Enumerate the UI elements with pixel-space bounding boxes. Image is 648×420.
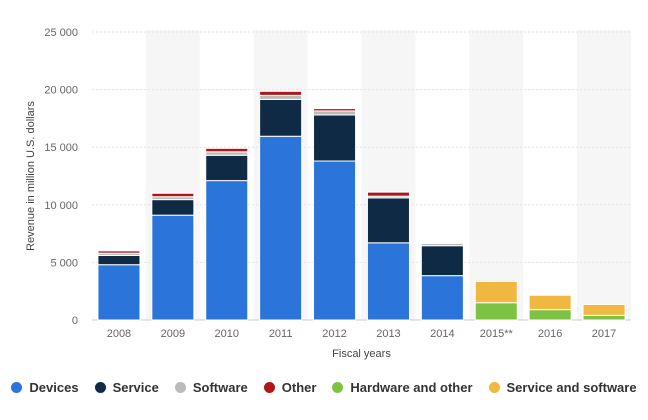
bar-segment bbox=[259, 98, 303, 137]
chart-legend: Devices Service Software Other Hardware and … bbox=[0, 380, 648, 395]
bar-segment bbox=[259, 135, 303, 321]
legend-label: Service bbox=[112, 380, 159, 395]
bar-segment bbox=[313, 108, 357, 112]
bar-segment bbox=[313, 110, 357, 116]
legend-marker-icon bbox=[488, 382, 500, 393]
bar-segment bbox=[151, 214, 195, 321]
bar-segment bbox=[97, 264, 141, 321]
bar-segment bbox=[205, 154, 249, 182]
bar-segment bbox=[205, 147, 249, 153]
legend-label: Other bbox=[281, 380, 317, 395]
legend-item[interactable]: Service bbox=[94, 380, 159, 395]
bar-segment bbox=[582, 303, 626, 316]
bar-segment bbox=[97, 254, 141, 266]
legend-marker-icon bbox=[332, 382, 344, 393]
bar-segment bbox=[366, 242, 410, 321]
x-tick-label: 2017 bbox=[592, 328, 616, 340]
background-band bbox=[469, 30, 524, 320]
bar-segment bbox=[582, 314, 626, 321]
bar-segment bbox=[366, 197, 410, 244]
legend-item[interactable]: Service and software bbox=[488, 380, 637, 395]
x-axis-title: Fiscal years bbox=[332, 348, 391, 360]
x-tick-label: 2010 bbox=[215, 328, 239, 340]
x-tick-label: 2013 bbox=[376, 328, 400, 340]
legend-item[interactable]: Hardware and other bbox=[332, 380, 473, 395]
y-tick-label: 25 000 bbox=[44, 27, 78, 39]
bar-segment bbox=[474, 280, 518, 304]
x-tick-label: 2012 bbox=[322, 328, 346, 340]
background-band bbox=[577, 30, 631, 320]
bar-segment bbox=[313, 114, 357, 162]
y-tick-label: 10 000 bbox=[44, 200, 78, 212]
bar-segment bbox=[97, 250, 141, 254]
y-tick-label: 15 000 bbox=[44, 142, 78, 154]
x-tick-label: 2008 bbox=[107, 328, 131, 340]
legend-label: Software bbox=[192, 380, 248, 395]
bar-segment bbox=[259, 90, 303, 96]
legend-item[interactable]: Devices bbox=[11, 380, 79, 395]
bar-segment bbox=[366, 191, 410, 197]
bar-segment bbox=[205, 151, 249, 156]
x-tick-label: 2009 bbox=[161, 328, 185, 340]
bar-segment bbox=[420, 242, 464, 247]
legend-label: Devices bbox=[29, 380, 79, 395]
legend-item[interactable]: Software bbox=[174, 380, 248, 395]
y-axis-title: Revenue in million U.S. dollars bbox=[25, 101, 37, 251]
bar-segment bbox=[205, 180, 249, 321]
legend-marker-icon bbox=[263, 382, 275, 393]
bar-segment bbox=[528, 309, 572, 321]
y-tick-label: 20 000 bbox=[44, 85, 78, 97]
bar-segment bbox=[528, 294, 572, 311]
legend-label: Hardware and other bbox=[350, 380, 473, 395]
legend-label: Service and software bbox=[506, 380, 637, 395]
bar-segment bbox=[313, 160, 357, 321]
bar-segment bbox=[151, 199, 195, 216]
bar-segment bbox=[420, 245, 464, 277]
x-tick-label: 2016 bbox=[538, 328, 562, 340]
x-tick-label: 2015** bbox=[480, 328, 514, 340]
legend-marker-icon bbox=[11, 382, 23, 393]
x-tick-label: 2011 bbox=[269, 328, 293, 340]
bar-segment bbox=[420, 275, 464, 321]
y-tick-label: 5 000 bbox=[50, 257, 78, 269]
legend-marker-icon bbox=[174, 382, 186, 393]
y-tick-label: 0 bbox=[72, 315, 78, 327]
bar-segment bbox=[151, 192, 195, 198]
legend-item[interactable]: Other bbox=[263, 380, 317, 395]
bar-segment bbox=[474, 302, 518, 321]
x-tick-label: 2014 bbox=[430, 328, 454, 340]
legend-marker-icon bbox=[94, 382, 106, 393]
bar-segment bbox=[259, 94, 303, 100]
